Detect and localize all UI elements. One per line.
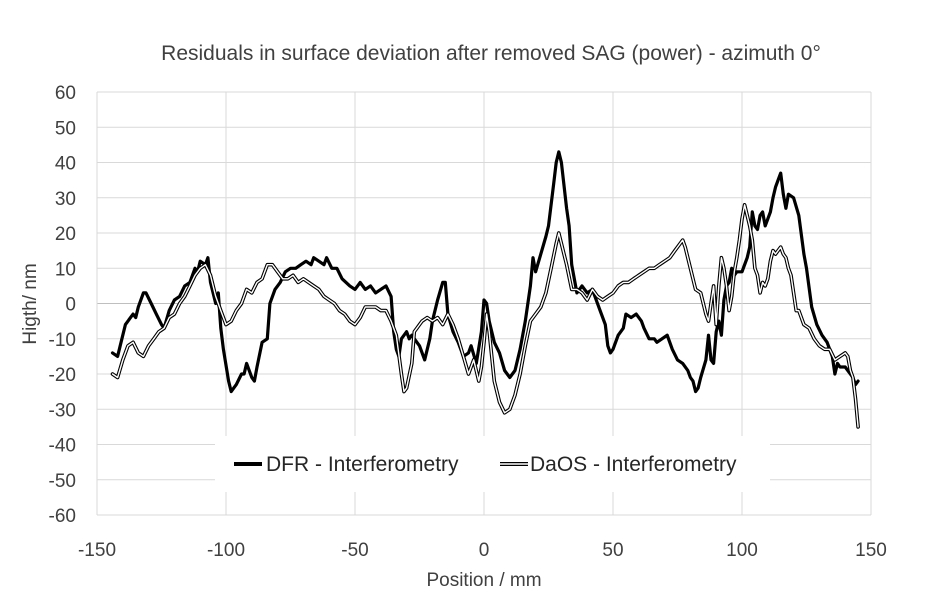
legend-label-dfr: DFR - Interferometry <box>266 453 459 476</box>
x-tick-label: 50 <box>602 540 623 561</box>
series-line-dfr <box>110 150 860 394</box>
x-tick-label: -150 <box>78 540 116 561</box>
y-tick-label: 0 <box>65 295 76 316</box>
series-line-daos-inner <box>111 204 859 428</box>
x-axis-tick-labels: -150 -100 -50 0 50 100 150 <box>78 540 887 561</box>
series-lines <box>110 150 860 429</box>
y-tick-label: 20 <box>55 224 76 245</box>
y-tick-label: 10 <box>55 259 76 280</box>
y-axis-tick-labels: 60 50 40 30 20 10 0 -10 -20 -30 -40 -50 -60 <box>49 83 76 527</box>
y-axis-title: Higth/ nm <box>20 263 41 344</box>
x-tick-label: 0 <box>479 540 490 561</box>
chart-title: Residuals in surface deviation after rem… <box>161 42 821 65</box>
y-tick-label: -60 <box>49 506 76 527</box>
x-tick-label: 100 <box>726 540 758 561</box>
y-tick-label: -40 <box>49 436 76 457</box>
legend: DFR - Interferometry DaOS - Interferomet… <box>215 436 770 492</box>
y-tick-label: -30 <box>49 400 76 421</box>
y-tick-label: -10 <box>49 330 76 351</box>
x-tick-label: 150 <box>855 540 887 561</box>
x-tick-label: -100 <box>207 540 245 561</box>
y-tick-label: 40 <box>55 154 76 175</box>
x-tick-label: -50 <box>341 540 368 561</box>
y-tick-label: 50 <box>55 118 76 139</box>
legend-label-daos: DaOS - Interferometry <box>530 453 737 476</box>
y-tick-label: 60 <box>55 83 76 104</box>
y-tick-label: -50 <box>49 471 76 492</box>
y-tick-label: -20 <box>49 365 76 386</box>
y-tick-label: 30 <box>55 189 76 210</box>
x-axis-title: Position / mm <box>426 570 541 591</box>
